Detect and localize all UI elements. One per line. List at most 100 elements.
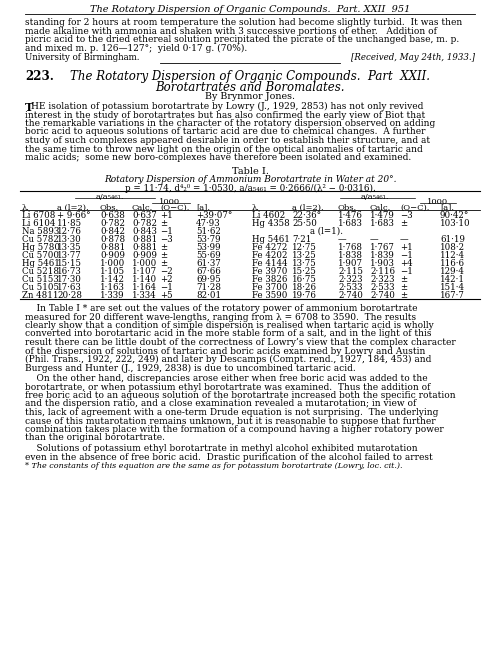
Text: 0·782: 0·782	[132, 219, 157, 228]
Text: 1·105: 1·105	[100, 267, 125, 276]
Text: 2·740: 2·740	[338, 291, 363, 300]
Text: borotartrate, or when potassium ethyl borotartrate was examined.  Thus the addit: borotartrate, or when potassium ethyl bo…	[25, 382, 430, 392]
Text: 18·26: 18·26	[292, 283, 317, 292]
Text: 2·323: 2·323	[338, 275, 362, 284]
Text: 13·77: 13·77	[57, 251, 82, 260]
Text: 0·881: 0·881	[100, 243, 125, 252]
Text: Calc.: Calc.	[132, 204, 153, 212]
Text: 61·37: 61·37	[196, 259, 221, 268]
Text: (Phil. Trans., 1922, 222, 249) and later by Descamps (Compt. rend., 1927, 184, 4: (Phil. Trans., 1922, 222, 249) and later…	[25, 355, 432, 364]
Text: 1·903: 1·903	[370, 259, 395, 268]
Text: 47·93: 47·93	[196, 219, 220, 228]
Text: 1·140: 1·140	[132, 275, 157, 284]
Text: and mixed m. p. 126—127°;  yield 0·17 g. (70%).: and mixed m. p. 126—127°; yield 0·17 g. …	[25, 44, 247, 52]
Text: —: —	[400, 235, 408, 244]
Text: The Rotatory Dispersion of Organic Compounds.  Part. XXII  951: The Rotatory Dispersion of Organic Compo…	[90, 5, 410, 14]
Text: 0·909: 0·909	[100, 251, 125, 260]
Text: +1: +1	[400, 243, 413, 252]
Text: (O−C).: (O−C).	[160, 204, 190, 212]
Text: a (l=2).: a (l=2).	[292, 204, 324, 212]
Text: Fe 3700: Fe 3700	[252, 283, 288, 292]
Text: 2·740: 2·740	[370, 291, 395, 300]
Text: Li 6104: Li 6104	[22, 219, 56, 228]
Text: 1·683: 1·683	[370, 219, 395, 228]
Text: measured for 20 different wave-lengths, ranging from λ = 6708 to 3590.  The resu: measured for 20 different wave-lengths, …	[25, 312, 416, 321]
Text: + 9·66°: + 9·66°	[57, 211, 90, 220]
Text: 223.: 223.	[25, 70, 54, 83]
Text: −2: −2	[160, 267, 173, 276]
Text: 11·85: 11·85	[57, 219, 82, 228]
Text: Hg 4358: Hg 4358	[252, 219, 290, 228]
Text: a/a₅₄₆₁.: a/a₅₄₆₁.	[96, 192, 124, 200]
Text: 0·782: 0·782	[100, 219, 125, 228]
Text: −1: −1	[160, 227, 173, 236]
Text: Zn 4811: Zn 4811	[22, 291, 59, 300]
Text: 1000: 1000	[160, 198, 180, 206]
Text: 1·838: 1·838	[338, 251, 363, 260]
Text: Borotartrates and Boromalates.: Borotartrates and Boromalates.	[155, 81, 345, 94]
Text: 13·75: 13·75	[292, 259, 317, 268]
Text: 1·107: 1·107	[132, 267, 157, 276]
Text: Cu 5153: Cu 5153	[22, 275, 59, 284]
Text: 1·164: 1·164	[132, 283, 157, 292]
Text: 22·36°: 22·36°	[292, 211, 321, 220]
Text: 108·2: 108·2	[440, 243, 465, 252]
Text: combination takes place with the formation of a compound having a higher rotator: combination takes place with the formati…	[25, 425, 444, 434]
Text: 2·323: 2·323	[370, 275, 394, 284]
Text: 1·767: 1·767	[370, 243, 395, 252]
Text: 17·63: 17·63	[57, 283, 82, 292]
Text: 71·28: 71·28	[196, 283, 221, 292]
Text: Obs.: Obs.	[338, 204, 357, 212]
Text: 0·881: 0·881	[132, 243, 157, 252]
Text: 2·116: 2·116	[370, 267, 395, 276]
Text: cause of this mutarotation remains unknown, but it is reasonable to suppose that: cause of this mutarotation remains unkno…	[25, 417, 436, 425]
Text: made alkaline with ammonia and shaken with 3 successive portions of ether.   Add: made alkaline with ammonia and shaken wi…	[25, 26, 437, 36]
Text: Cu 5782: Cu 5782	[22, 235, 59, 244]
Text: −1: −1	[400, 267, 413, 276]
Text: even in the absence of free boric acid.  Drastic purification of the alcohol fai: even in the absence of free boric acid. …	[25, 452, 433, 462]
Text: Li 6708: Li 6708	[22, 211, 56, 220]
Text: 13·25: 13·25	[292, 251, 317, 260]
Text: 1·142: 1·142	[100, 275, 125, 284]
Text: 2·115: 2·115	[338, 267, 363, 276]
Text: —: —	[370, 235, 378, 244]
Text: 2·533: 2·533	[370, 283, 394, 292]
Text: 55·69: 55·69	[196, 251, 221, 260]
Text: HE isolation of potassium borotartrate by Lowry (J., 1929, 2853) has not only re: HE isolation of potassium borotartrate b…	[31, 102, 423, 111]
Text: 167·7: 167·7	[440, 291, 465, 300]
Text: 12·75: 12·75	[292, 243, 317, 252]
Text: Hg 5780: Hg 5780	[22, 243, 60, 252]
Text: Table I.: Table I.	[232, 167, 268, 175]
Text: 53·99: 53·99	[196, 243, 220, 252]
Text: −3: −3	[160, 235, 172, 244]
Text: ±: ±	[400, 291, 407, 300]
Text: picric acid to the dried ethereal solution precipitated the picrate of the uncha: picric acid to the dried ethereal soluti…	[25, 35, 459, 44]
Text: Li 4602: Li 4602	[252, 211, 285, 220]
Text: 142·1: 142·1	[440, 275, 465, 284]
Text: 116·6: 116·6	[440, 259, 465, 268]
Text: ±: ±	[400, 219, 407, 228]
Text: +2: +2	[160, 275, 172, 284]
Text: Fe 3590: Fe 3590	[252, 291, 288, 300]
Text: The Rotatory Dispersion of Organic Compounds.  Part  XXII.: The Rotatory Dispersion of Organic Compo…	[70, 70, 430, 83]
Text: Fe 3826: Fe 3826	[252, 275, 288, 284]
Text: * The constants of this equation are the same as for potassium borotartrate (Low: * The constants of this equation are the…	[25, 462, 402, 470]
Text: −3: −3	[400, 211, 412, 220]
Text: 82·01: 82·01	[196, 291, 221, 300]
Text: T: T	[25, 102, 33, 113]
Text: 0·637: 0·637	[132, 211, 157, 220]
Text: ±: ±	[400, 283, 407, 292]
Text: 19·76: 19·76	[292, 291, 317, 300]
Text: +39·07°: +39·07°	[196, 211, 232, 220]
Text: 103·10: 103·10	[440, 219, 470, 228]
Text: 16·75: 16·75	[292, 275, 317, 284]
Text: 25·50: 25·50	[292, 219, 317, 228]
Text: standing for 2 hours at room temperature the solution had become slightly turbid: standing for 2 hours at room temperature…	[25, 18, 462, 27]
Text: 51·62: 51·62	[196, 227, 221, 236]
Text: 151·4: 151·4	[440, 283, 465, 292]
Text: By Brynmor Jones.: By Brynmor Jones.	[205, 92, 295, 101]
Text: interest in the study of borotartrates but has also confirmed the early view of : interest in the study of borotartrates b…	[25, 110, 425, 120]
Text: 1·768: 1·768	[338, 243, 363, 252]
Text: of the dispersion of solutions of tartaric and boric acids examined by Lowry and: of the dispersion of solutions of tartar…	[25, 347, 425, 355]
Text: Calc.: Calc.	[370, 204, 391, 212]
